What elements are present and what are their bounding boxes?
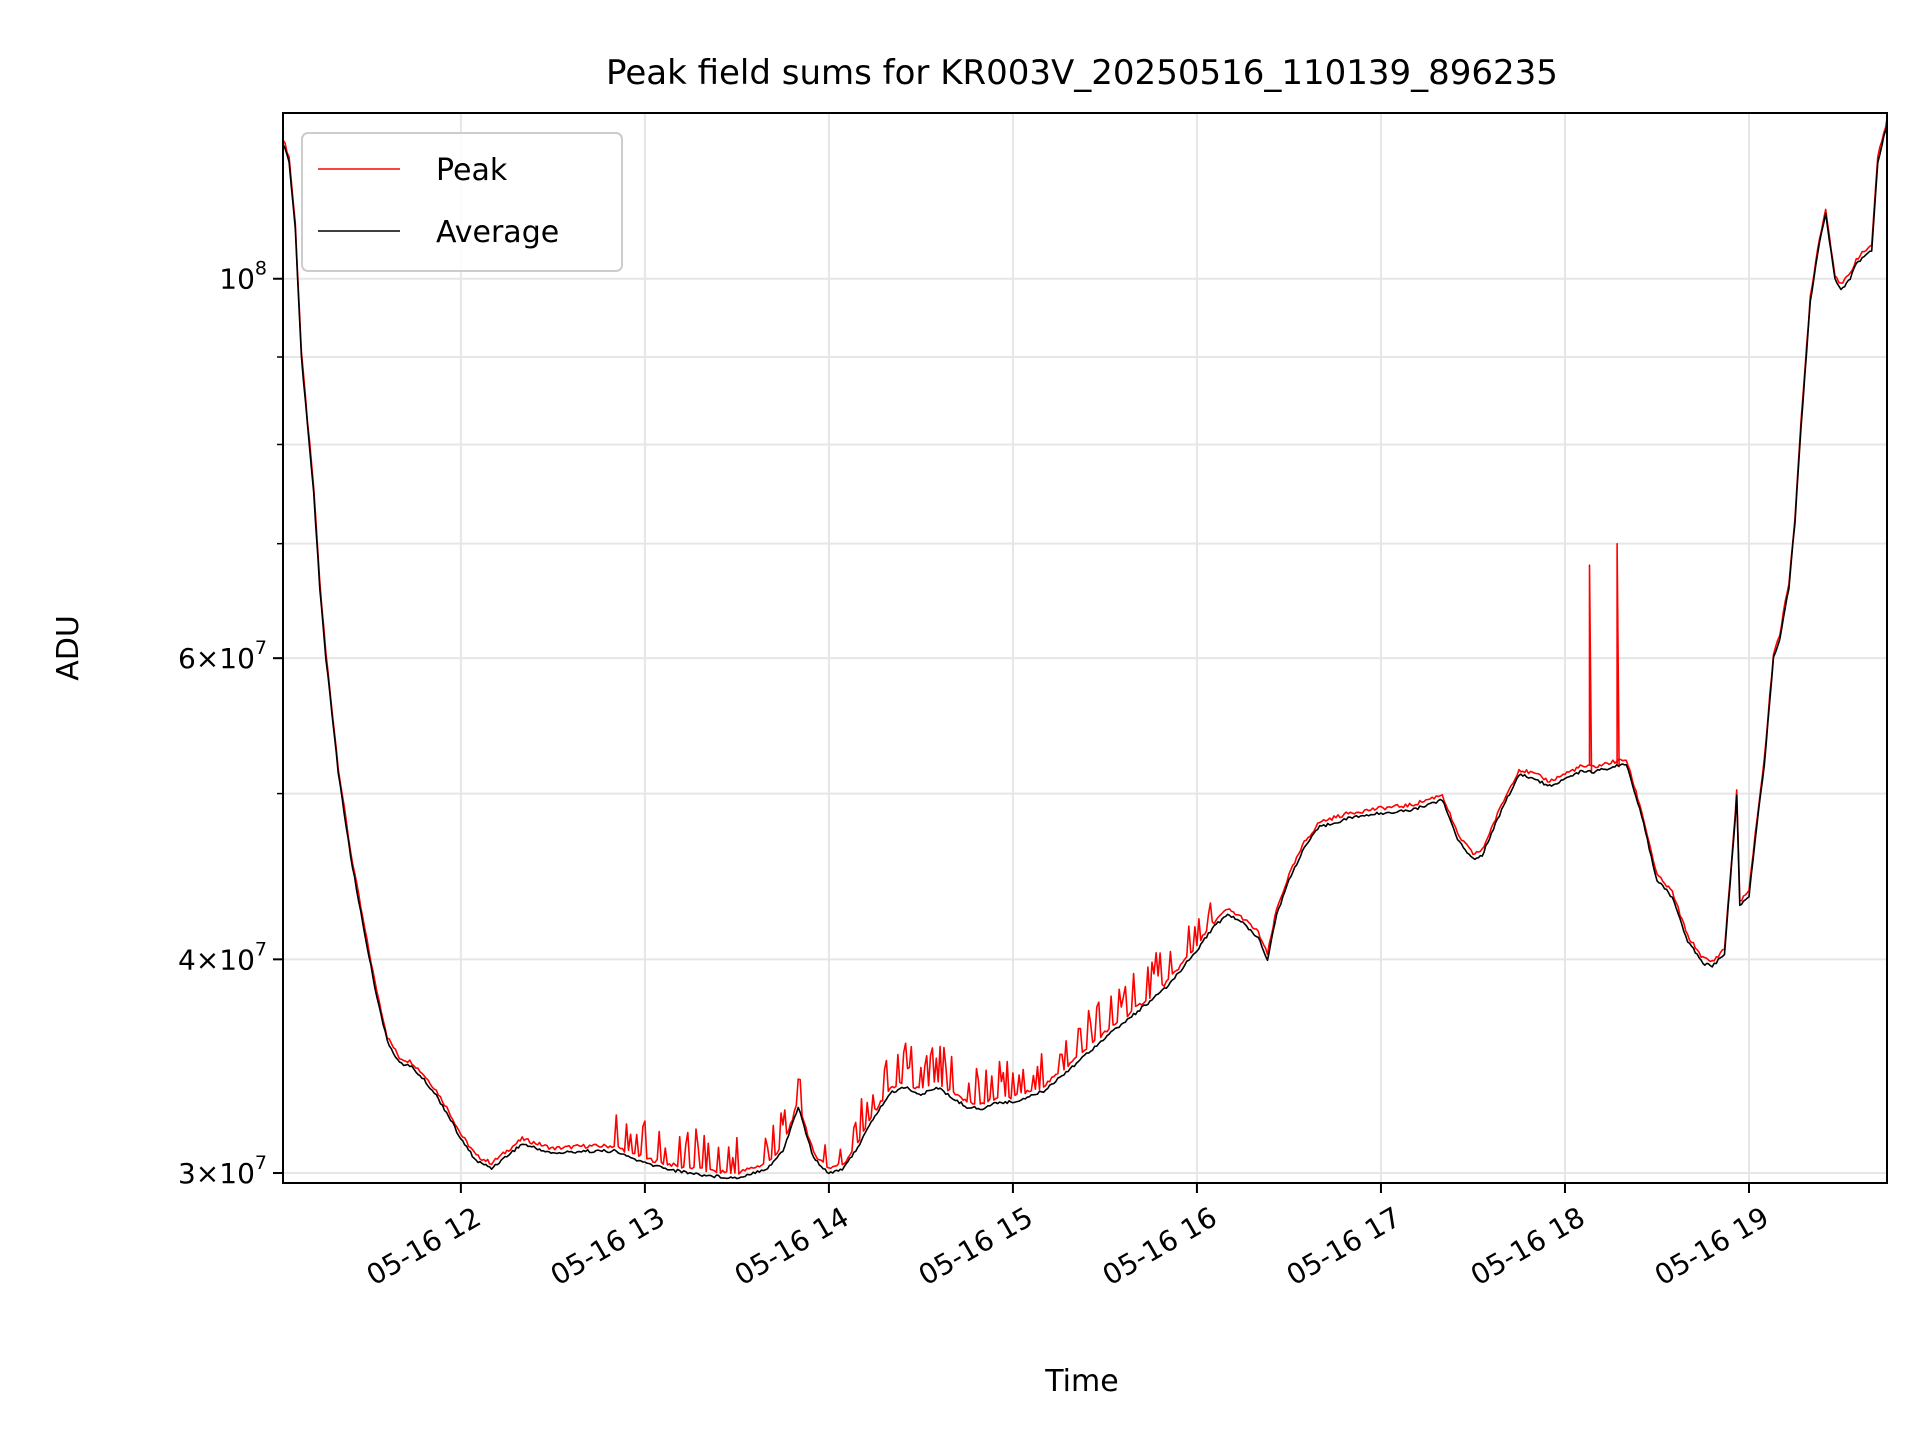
y-axis-label: ADU <box>51 615 86 681</box>
legend: Peak Average <box>301 132 623 272</box>
y-tick-label: 3×107 <box>178 1152 267 1190</box>
legend-average-label: Average <box>436 215 559 250</box>
y-tick-label: 4×107 <box>178 938 267 976</box>
y-tick-label: 108 <box>219 258 267 296</box>
grid <box>283 113 1887 1183</box>
y-tick-label: 6×107 <box>178 637 267 675</box>
legend-box <box>301 132 623 272</box>
peak-series-line <box>283 118 1887 1175</box>
plot-frame <box>282 112 1888 1184</box>
x-axis-label: Time <box>1044 1364 1118 1399</box>
average-series-line <box>283 126 1887 1180</box>
chart-title: Peak field sums for KR003V_20250516_1101… <box>606 53 1558 93</box>
legend-peak-label: Peak <box>436 153 508 188</box>
series-lines <box>283 118 1887 1180</box>
